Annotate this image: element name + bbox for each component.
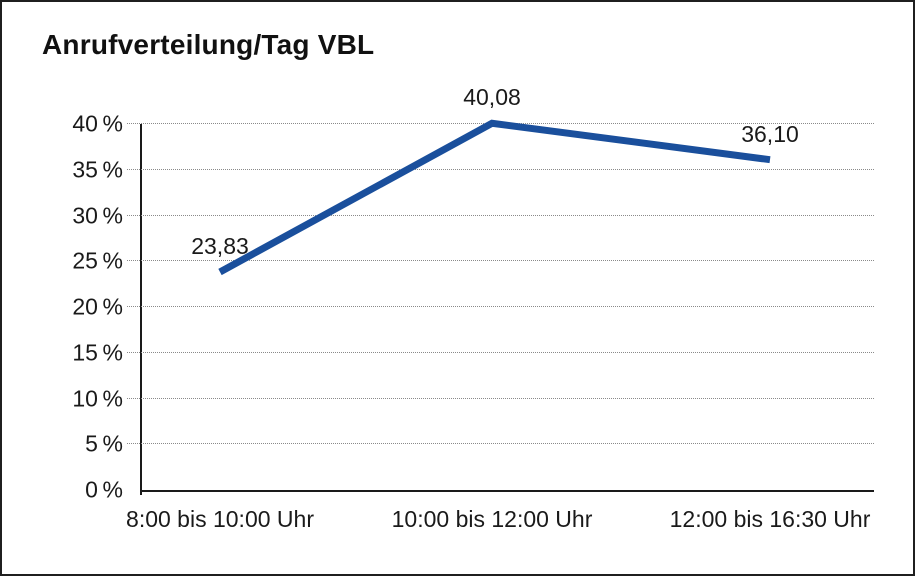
- data-point-label: 23,83: [191, 232, 249, 259]
- gridline: [127, 351, 874, 353]
- y-axis-tick-label: 30 %: [72, 202, 123, 228]
- y-axis-tick-label: 20 %: [72, 293, 123, 320]
- gridline: [127, 214, 874, 216]
- y-axis-line: [140, 124, 142, 495]
- gridline: [127, 443, 874, 445]
- gridline: [127, 168, 874, 170]
- y-axis-tick-label: 5 %: [85, 430, 123, 457]
- x-axis-category-label: 12:00 bis 16:30 Uhr: [669, 506, 871, 532]
- gridline: [127, 397, 874, 399]
- y-axis-tick-label: 10 %: [72, 385, 123, 411]
- y-axis-tick-label: 35 %: [72, 156, 123, 183]
- y-axis-tick-label: 40 %: [72, 110, 123, 137]
- chart-title: Anrufverteilung/Tag VBL: [42, 29, 375, 60]
- y-axis-tick-label: 0 %: [85, 476, 123, 503]
- gridline: [127, 306, 874, 307]
- data-point-label: 36,10: [741, 120, 799, 147]
- line-series: [218, 119, 771, 276]
- y-axis-tick-label: 25 %: [72, 247, 123, 274]
- plot-area: 0 % 5 % 10 % 15 % 20 % 25 % 30 % 35 % 40 % 23,83 4…: [72, 84, 874, 532]
- data-point-label: 40,08: [463, 84, 521, 111]
- x-axis-line: [140, 490, 874, 492]
- gridline: [127, 260, 874, 262]
- x-axis-category-label: 8:00 bis 10:00 Uhr: [126, 506, 314, 532]
- y-axis-tick-label: 15 %: [72, 339, 123, 366]
- series-polyline: [218, 119, 771, 276]
- x-axis-category-label: 10:00 bis 12:00 Uhr: [391, 506, 593, 532]
